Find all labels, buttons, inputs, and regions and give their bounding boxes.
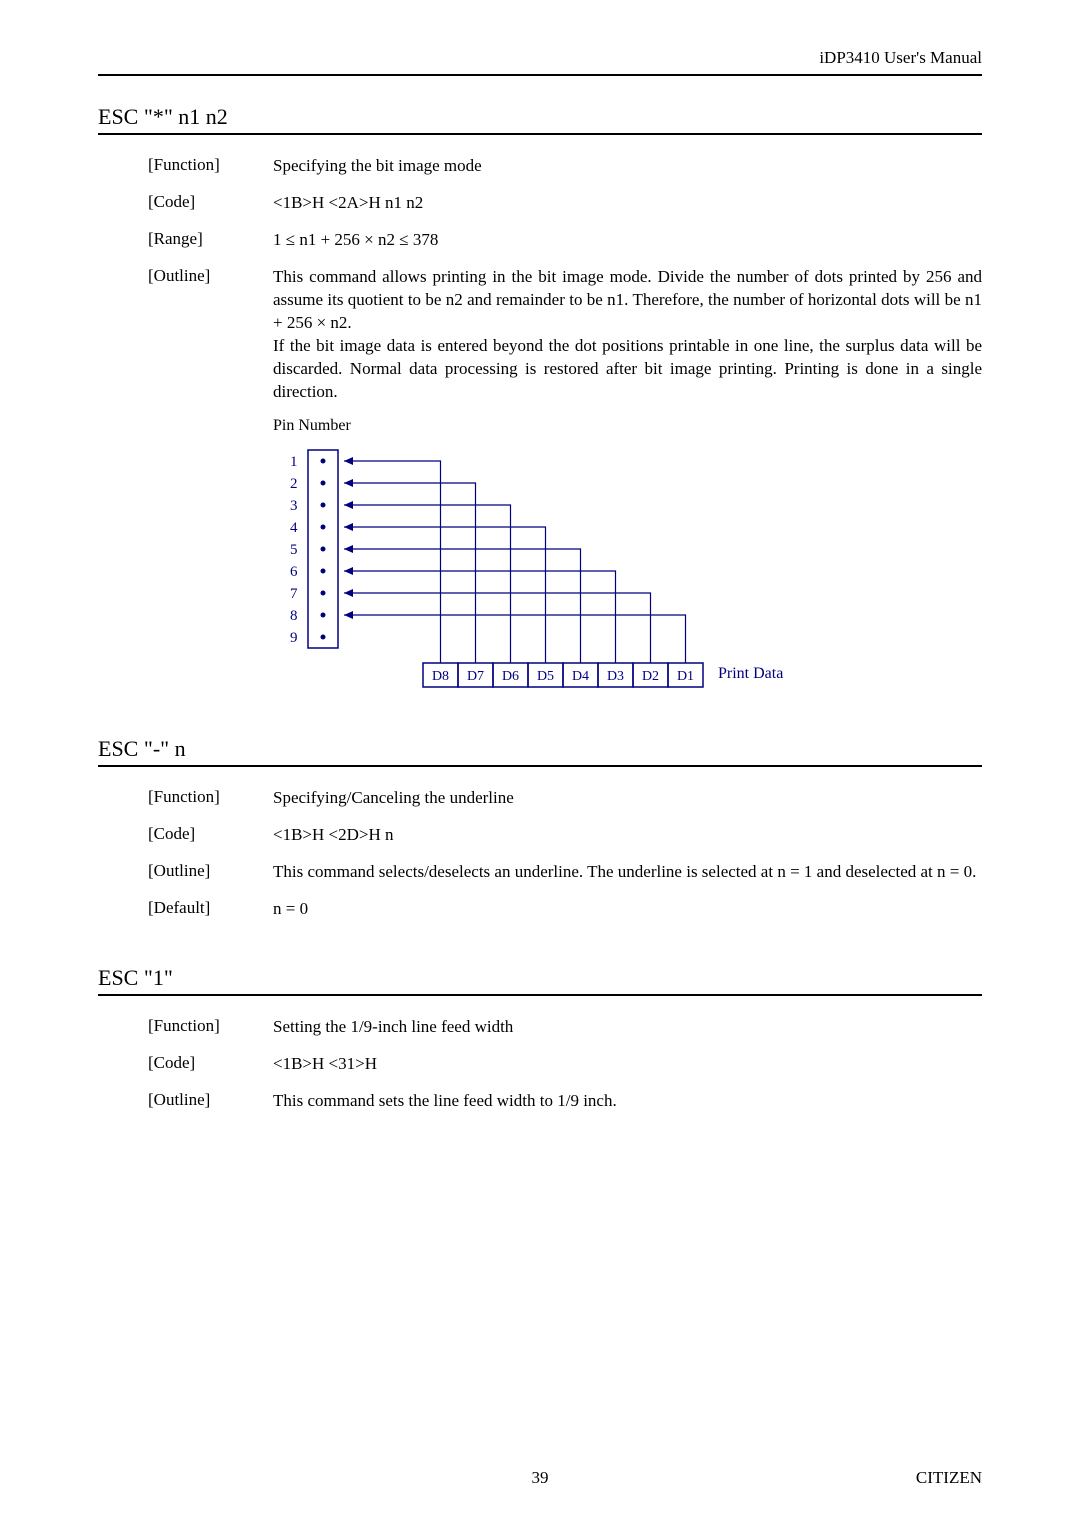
term-code: [Code] [148, 192, 273, 215]
definition-row: [Outline] This command allows printing i… [148, 266, 982, 404]
svg-text:2: 2 [290, 476, 298, 492]
svg-text:D8: D8 [432, 669, 449, 684]
svg-text:D1: D1 [677, 669, 694, 684]
section1-title: ESC "*" n1 n2 [98, 104, 982, 135]
desc-default: n = 0 [273, 898, 982, 921]
term-outline: [Outline] [148, 266, 273, 404]
definition-row: [Code] <1B>H <2D>H n [148, 824, 982, 847]
svg-text:3: 3 [290, 498, 298, 514]
desc-function: Setting the 1/9-inch line feed width [273, 1016, 982, 1039]
desc-outline: This command selects/deselects an underl… [273, 861, 982, 884]
definition-row: [Range] 1 ≤ n1 + 256 × n2 ≤ 378 [148, 229, 982, 252]
pin-diagram-svg: 1 2 3 4 5 6 7 8 9 D8 D7 D6 D5 D4 D3 D2 D1 Print Data [273, 445, 823, 695]
svg-text:D7: D7 [467, 669, 484, 684]
svg-text:7: 7 [290, 586, 298, 602]
definition-row: [Code] <1B>H <2A>H n1 n2 [148, 192, 982, 215]
desc-function: Specifying the bit image mode [273, 155, 982, 178]
svg-text:Print Data: Print Data [718, 665, 783, 682]
page-number: 39 [532, 1468, 549, 1488]
term-function: [Function] [148, 155, 273, 178]
svg-text:D3: D3 [607, 669, 624, 684]
desc-outline: This command allows printing in the bit … [273, 266, 982, 404]
svg-text:9: 9 [290, 630, 298, 646]
desc-range: 1 ≤ n1 + 256 × n2 ≤ 378 [273, 229, 982, 252]
svg-text:D5: D5 [537, 669, 554, 684]
term-range: [Range] [148, 229, 273, 252]
desc-code: <1B>H <31>H [273, 1053, 982, 1076]
footer: 39 CITIZEN [98, 1468, 982, 1488]
header-right: iDP3410 User's Manual [98, 48, 982, 76]
definition-row: [Outline] This command sets the line fee… [148, 1090, 982, 1113]
svg-text:6: 6 [290, 564, 298, 580]
definition-row: [Function] Specifying/Canceling the unde… [148, 787, 982, 810]
term-outline: [Outline] [148, 861, 273, 884]
footer-brand: CITIZEN [916, 1468, 982, 1488]
desc-code: <1B>H <2A>H n1 n2 [273, 192, 982, 215]
svg-text:1: 1 [290, 454, 298, 470]
svg-text:D2: D2 [642, 669, 659, 684]
term-function: [Function] [148, 1016, 273, 1039]
pin-diagram: Pin Number 1 2 3 4 5 6 7 8 9 D8 D7 D6 D5 D4 D3 D2 D1 Pr… [273, 417, 982, 700]
section3-title: ESC "1" [98, 965, 982, 996]
definition-row: [Outline] This command selects/deselects… [148, 861, 982, 884]
svg-text:8: 8 [290, 608, 298, 624]
term-function: [Function] [148, 787, 273, 810]
definition-row: [Function] Setting the 1/9-inch line fee… [148, 1016, 982, 1039]
desc-function: Specifying/Canceling the underline [273, 787, 982, 810]
section2-title: ESC "-" n [98, 736, 982, 767]
term-code: [Code] [148, 1053, 273, 1076]
desc-outline: This command sets the line feed width to… [273, 1090, 982, 1113]
definition-row: [Default] n = 0 [148, 898, 982, 921]
svg-text:D4: D4 [572, 669, 589, 684]
term-code: [Code] [148, 824, 273, 847]
diagram-title: Pin Number [273, 417, 982, 435]
term-default: [Default] [148, 898, 273, 921]
svg-text:4: 4 [290, 520, 298, 536]
svg-text:5: 5 [290, 542, 298, 558]
definition-row: [Code] <1B>H <31>H [148, 1053, 982, 1076]
definition-row: [Function] Specifying the bit image mode [148, 155, 982, 178]
svg-text:D6: D6 [502, 669, 519, 684]
desc-code: <1B>H <2D>H n [273, 824, 982, 847]
term-outline: [Outline] [148, 1090, 273, 1113]
